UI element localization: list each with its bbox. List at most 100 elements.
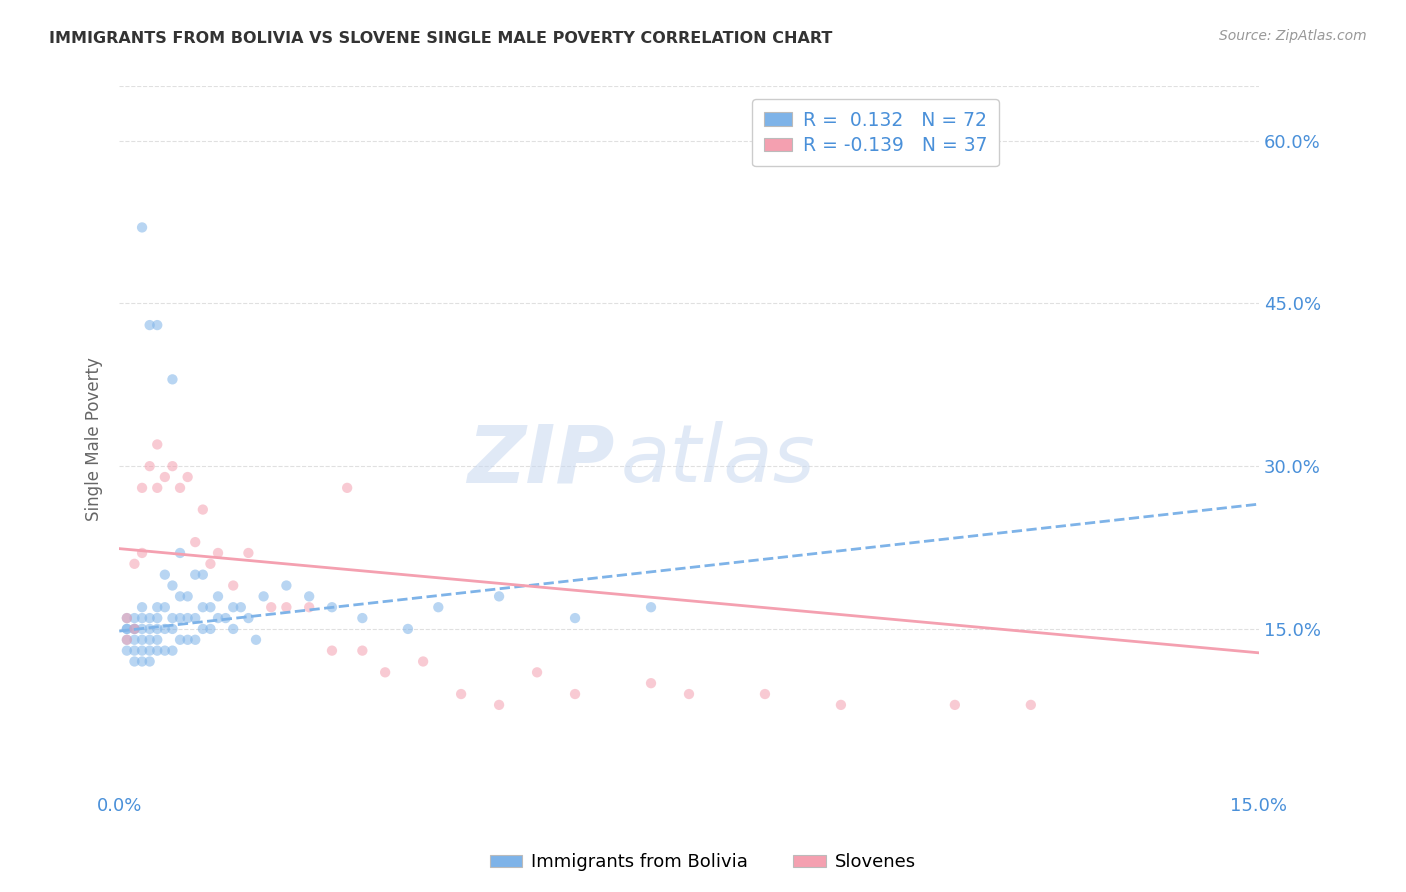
Point <box>115 643 138 657</box>
Point <box>488 590 510 604</box>
Point <box>754 687 776 701</box>
Point <box>169 632 191 647</box>
Point <box>184 611 207 625</box>
Point <box>124 622 146 636</box>
Point <box>352 611 374 625</box>
Point <box>169 481 191 495</box>
Point <box>191 567 214 582</box>
Point <box>640 676 662 690</box>
Point <box>153 643 176 657</box>
Point <box>138 611 160 625</box>
Point <box>124 611 146 625</box>
Point <box>678 687 700 701</box>
Point <box>298 600 321 615</box>
Point <box>252 590 274 604</box>
Point <box>207 590 229 604</box>
Point <box>169 611 191 625</box>
Point <box>115 622 138 636</box>
Point <box>321 643 343 657</box>
Point <box>200 622 222 636</box>
Point <box>321 600 343 615</box>
Point <box>162 459 184 474</box>
Point <box>146 318 169 332</box>
Point <box>162 578 184 592</box>
Point <box>374 665 396 680</box>
Point <box>222 600 245 615</box>
Point <box>153 600 176 615</box>
Legend: Immigrants from Bolivia, Slovenes: Immigrants from Bolivia, Slovenes <box>482 847 924 879</box>
Point <box>131 655 153 669</box>
Point <box>191 502 214 516</box>
Point <box>146 632 169 647</box>
Point <box>131 643 153 657</box>
Point <box>943 698 966 712</box>
Point <box>131 632 153 647</box>
Point <box>352 643 374 657</box>
Point <box>131 611 153 625</box>
Y-axis label: Single Male Poverty: Single Male Poverty <box>86 357 103 521</box>
Point <box>146 600 169 615</box>
Point <box>207 611 229 625</box>
Point <box>131 481 153 495</box>
Point <box>138 655 160 669</box>
Legend: R =  0.132   N = 72, R = -0.139   N = 37: R = 0.132 N = 72, R = -0.139 N = 37 <box>752 99 998 166</box>
Point <box>131 600 153 615</box>
Point <box>146 437 169 451</box>
Point <box>115 632 138 647</box>
Point <box>153 470 176 484</box>
Point <box>238 546 260 560</box>
Point <box>176 470 198 484</box>
Point <box>138 632 160 647</box>
Point <box>564 611 586 625</box>
Point <box>412 655 434 669</box>
Point <box>115 611 138 625</box>
Point <box>131 546 153 560</box>
Point <box>146 622 169 636</box>
Point <box>260 600 283 615</box>
Text: ZIP: ZIP <box>468 421 614 500</box>
Point <box>229 600 252 615</box>
Point <box>200 600 222 615</box>
Point <box>162 372 184 386</box>
Point <box>640 600 662 615</box>
Point <box>124 622 146 636</box>
Point <box>238 611 260 625</box>
Point <box>564 687 586 701</box>
Point <box>276 600 298 615</box>
Point <box>526 665 548 680</box>
Point <box>115 632 138 647</box>
Point <box>176 590 198 604</box>
Point <box>245 632 267 647</box>
Point <box>427 600 450 615</box>
Point <box>138 622 160 636</box>
Point <box>115 622 138 636</box>
Text: IMMIGRANTS FROM BOLIVIA VS SLOVENE SINGLE MALE POVERTY CORRELATION CHART: IMMIGRANTS FROM BOLIVIA VS SLOVENE SINGL… <box>49 31 832 46</box>
Text: Source: ZipAtlas.com: Source: ZipAtlas.com <box>1219 29 1367 43</box>
Point <box>450 687 472 701</box>
Point <box>162 643 184 657</box>
Point <box>298 590 321 604</box>
Point <box>1019 698 1042 712</box>
Point <box>162 611 184 625</box>
Point <box>169 590 191 604</box>
Point <box>146 643 169 657</box>
Point <box>207 546 229 560</box>
Point <box>138 459 160 474</box>
Point <box>124 622 146 636</box>
Point <box>336 481 359 495</box>
Point <box>184 632 207 647</box>
Point <box>146 611 169 625</box>
Point <box>214 611 236 625</box>
Point <box>162 622 184 636</box>
Point <box>184 535 207 549</box>
Point <box>146 481 169 495</box>
Point <box>124 557 146 571</box>
Point <box>830 698 852 712</box>
Point <box>131 622 153 636</box>
Point <box>124 632 146 647</box>
Point <box>153 567 176 582</box>
Point <box>115 611 138 625</box>
Point <box>200 557 222 571</box>
Point <box>131 220 153 235</box>
Point <box>138 318 160 332</box>
